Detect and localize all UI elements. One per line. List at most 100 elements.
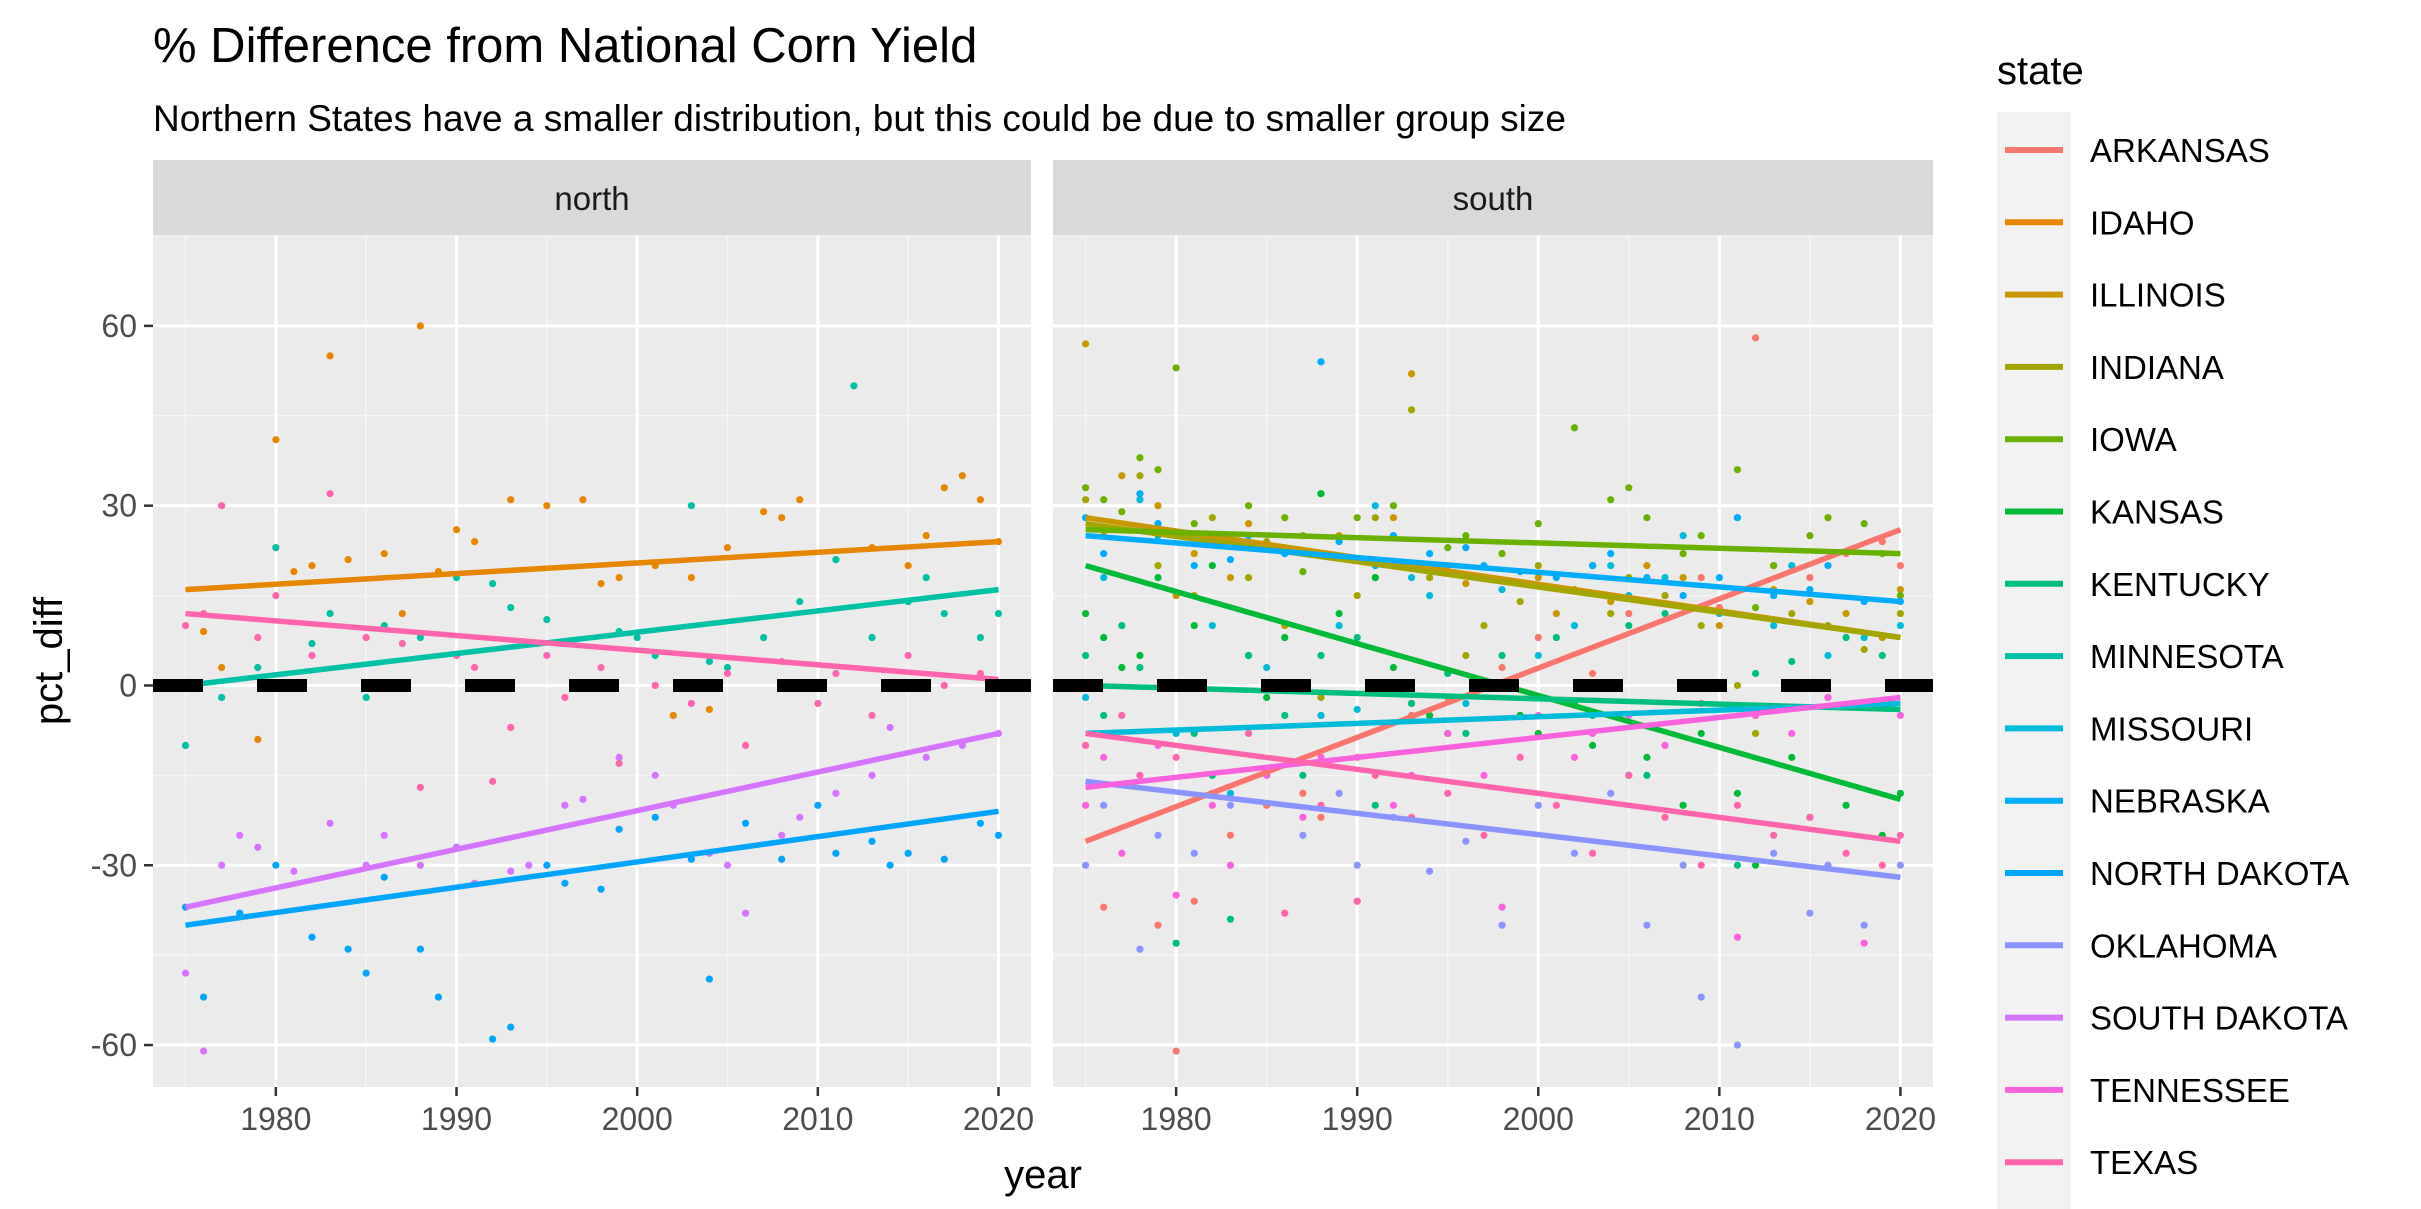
data-point (1733, 681, 1742, 690)
data-point (796, 813, 804, 821)
data-point (1625, 609, 1633, 618)
data-point (1697, 729, 1705, 738)
data-point (1733, 933, 1742, 941)
data-point (1480, 771, 1488, 779)
data-point (1226, 915, 1235, 923)
data-point (1607, 550, 1615, 558)
data-point (525, 861, 533, 869)
data-point (1118, 663, 1126, 672)
trend-line (185, 586, 999, 689)
data-point (994, 831, 1003, 839)
data-point (651, 681, 659, 690)
data-point (1570, 621, 1579, 630)
data-point (976, 633, 985, 642)
data-point (1607, 496, 1615, 504)
data-point (1154, 573, 1162, 582)
data-point (1498, 651, 1506, 660)
data-point (633, 633, 641, 642)
data-point (1317, 711, 1325, 720)
data-point (452, 526, 461, 534)
data-point (1371, 573, 1379, 582)
data-point (272, 436, 280, 444)
data-point (1226, 573, 1235, 582)
data-point (1806, 813, 1814, 821)
data-point (489, 1035, 497, 1043)
data-point (1136, 945, 1144, 953)
data-point (1588, 849, 1597, 857)
data-point (1788, 753, 1796, 761)
data-point (1244, 573, 1253, 582)
data-point (1878, 861, 1886, 869)
data-point (1679, 573, 1687, 582)
data-point (1607, 609, 1615, 618)
gridlines (153, 235, 1031, 1087)
data-point (1462, 651, 1470, 660)
data-point (507, 867, 515, 875)
data-point (1480, 831, 1488, 839)
data-point (922, 573, 930, 582)
data-point (1806, 909, 1814, 917)
data-point (1643, 771, 1651, 779)
data-point (832, 849, 840, 857)
data-point (1770, 849, 1778, 857)
data-point (1860, 921, 1868, 929)
data-point (199, 1047, 208, 1055)
data-point (1751, 861, 1760, 869)
data-point (1842, 801, 1850, 809)
x-tick-label: 2020 (1865, 1101, 1936, 1137)
data-point (1426, 550, 1434, 558)
data-point (1136, 651, 1144, 660)
data-point (1226, 801, 1235, 809)
chart-subtitle: Northern States have a smaller distribut… (153, 98, 1566, 139)
trend-line (1085, 700, 1901, 737)
data-point (1281, 909, 1289, 917)
data-point (1172, 891, 1180, 899)
data-point (1100, 801, 1108, 809)
trend-lines (1084, 514, 1902, 880)
data-point (1842, 849, 1850, 857)
data-point (1697, 621, 1705, 630)
data-point (850, 382, 858, 390)
data-point (561, 801, 569, 809)
data-point (1136, 490, 1144, 498)
data-point (1516, 753, 1524, 761)
data-point (1625, 484, 1633, 492)
data-point (886, 723, 894, 732)
data-point (705, 705, 714, 714)
data-point (1208, 621, 1216, 630)
data-point (326, 819, 334, 827)
data-point (1788, 562, 1796, 570)
data-point (1462, 837, 1470, 845)
data-point (1661, 741, 1669, 750)
data-point (1896, 789, 1905, 797)
data-point (1570, 753, 1579, 761)
data-point (1733, 466, 1742, 474)
data-point (922, 532, 930, 540)
data-point (1534, 562, 1542, 570)
data-point (1643, 753, 1651, 761)
data-point (1208, 801, 1216, 809)
data-point (1588, 741, 1597, 750)
data-point (1896, 562, 1905, 570)
data-point (1100, 550, 1108, 558)
data-point (1896, 861, 1905, 869)
data-point (1462, 699, 1470, 708)
data-point (326, 490, 334, 498)
y-axis: -60 -30 0 30 60 (91, 308, 153, 1063)
data-point (1697, 861, 1705, 869)
data-point (470, 538, 479, 546)
data-point (1842, 609, 1850, 618)
trend-line (185, 538, 999, 593)
data-point (597, 663, 605, 672)
data-point (489, 579, 497, 588)
data-point (1118, 508, 1126, 516)
data-point (272, 591, 280, 600)
data-point (760, 508, 768, 516)
data-point (1190, 550, 1198, 558)
data-point (1335, 621, 1343, 630)
data-point (1733, 1041, 1742, 1049)
strip-background (1053, 160, 1933, 236)
data-point (1679, 550, 1687, 558)
data-point (1190, 849, 1198, 857)
data-point (1697, 532, 1705, 540)
